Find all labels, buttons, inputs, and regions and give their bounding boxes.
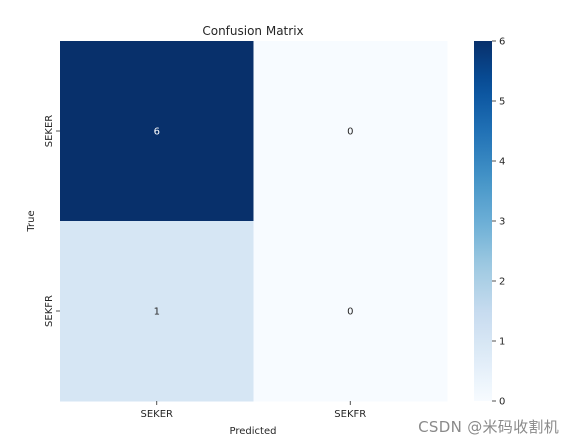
y-tick-label: SEKER	[44, 115, 55, 148]
x-axis-ticks: SEKER SEKFR	[141, 401, 366, 420]
cell-value-label: 0	[347, 127, 353, 138]
colorbar-tick-label: 2	[499, 277, 505, 288]
heatmap-cells	[60, 41, 448, 402]
colorbar-ticks: 0 1 2 3 4 5 6	[492, 37, 505, 408]
x-tick-label: SEKER	[141, 409, 174, 420]
y-axis-ticks: SEKER SEKFR	[44, 115, 60, 327]
chart-title: Confusion Matrix	[202, 24, 303, 38]
colorbar-tick-label: 4	[499, 157, 505, 168]
heatmap-cell	[253, 41, 448, 222]
colorbar-tick-label: 6	[499, 37, 505, 48]
heatmap-cell	[60, 221, 254, 402]
cell-value-label: 1	[154, 307, 160, 318]
colorbar-tick-label: 0	[499, 397, 505, 408]
cell-annotations: 6 0 1 0	[154, 127, 354, 318]
colorbar-tick-label: 1	[499, 337, 505, 348]
x-axis-label: Predicted	[230, 426, 277, 437]
heatmap-cell	[60, 41, 254, 222]
y-tick-label: SEKFR	[44, 295, 55, 327]
colorbar	[474, 41, 492, 401]
colorbar-tick-label: 5	[499, 97, 505, 108]
cell-value-label: 0	[347, 307, 353, 318]
heatmap-cell	[253, 221, 448, 402]
y-axis-label: True	[26, 210, 37, 232]
x-tick-label: SEKFR	[334, 409, 366, 420]
watermark-text: CSDN @米码收割机	[418, 418, 559, 436]
colorbar-tick-label: 3	[499, 217, 505, 228]
cell-value-label: 6	[154, 127, 160, 138]
